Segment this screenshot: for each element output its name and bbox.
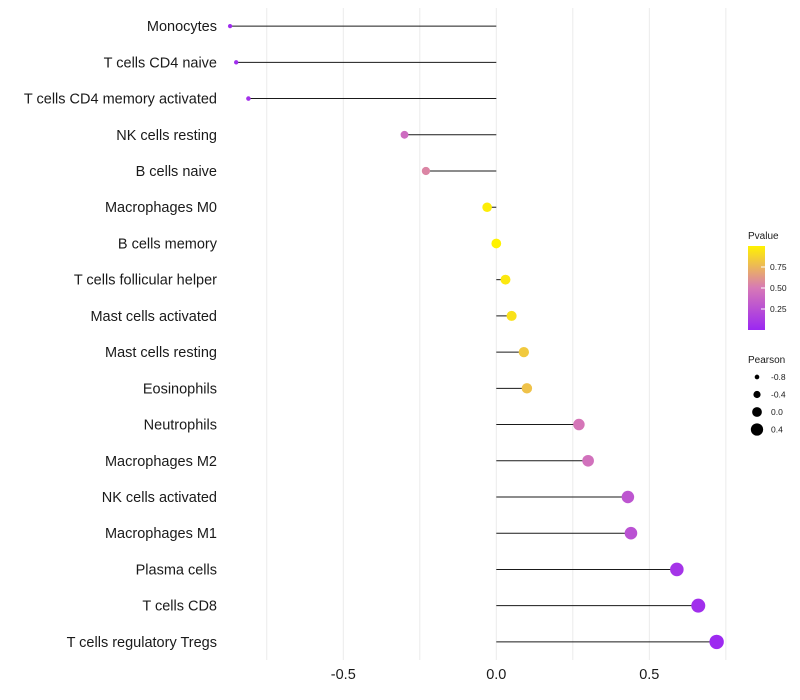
pearson-legend-dot	[753, 390, 761, 399]
lollipop-point	[518, 346, 530, 358]
category-label: Monocytes	[147, 19, 217, 35]
category-label: B cells memory	[118, 236, 218, 252]
lollipop-point	[227, 24, 233, 29]
lollipop-point	[691, 598, 706, 613]
lollipop-points	[227, 24, 724, 650]
category-label: NK cells resting	[116, 128, 217, 144]
pvalue-legend: Pvalue 0.75 0.50 0.25	[748, 231, 787, 330]
category-label: B cells naive	[136, 164, 217, 180]
category-label: Macrophages M1	[105, 526, 217, 542]
pvalue-legend-label: 0.25	[770, 304, 787, 314]
category-label: T cells CD4 memory activated	[24, 92, 217, 108]
lollipop-point	[709, 634, 724, 650]
pearson-legend-label: -0.8	[771, 372, 786, 382]
lollipop-point	[500, 274, 511, 285]
pearson-legend-dot	[750, 423, 764, 436]
pearson-legend-title: Pearson	[748, 355, 785, 366]
category-labels: Monocytes T cells CD4 naive T cells CD4 me…	[24, 19, 218, 651]
category-label: Neutrophils	[144, 418, 217, 434]
lollipop-point	[521, 383, 533, 394]
pearson-legend-dot	[752, 407, 762, 417]
lollipop-point	[621, 490, 635, 504]
pearson-legend-label: 0.0	[771, 407, 783, 417]
category-label: Eosinophils	[143, 381, 217, 397]
category-label: Mast cells activated	[90, 309, 217, 325]
category-label: T cells CD4 naive	[104, 55, 217, 71]
category-label: Macrophages M2	[105, 454, 217, 470]
pvalue-legend-title: Pvalue	[748, 231, 779, 242]
pearson-legend-label: -0.4	[771, 390, 786, 400]
lollipop-point	[491, 238, 502, 249]
category-label: T cells regulatory Tregs	[67, 635, 217, 651]
pvalue-legend-label: 0.75	[770, 262, 787, 272]
pearson-legend-label: 0.4	[771, 425, 783, 435]
lollipop-point	[582, 454, 594, 467]
lollipop-point	[506, 310, 517, 321]
lollipop-point	[624, 526, 638, 540]
x-tick-label: 0.5	[639, 667, 659, 683]
category-label: Mast cells resting	[105, 345, 217, 361]
lollipop-point	[573, 418, 585, 431]
lollipop-stems	[230, 25, 717, 643]
lollipop-point	[400, 130, 409, 139]
pvalue-colorbar	[748, 246, 765, 330]
category-label: T cells CD8	[142, 599, 217, 615]
pearson-legend: Pearson -0.8 -0.4 0.0 0.4	[748, 355, 786, 436]
pvalue-legend-label: 0.50	[770, 283, 787, 293]
lollipop-point	[246, 96, 251, 101]
lollipop-point	[482, 202, 492, 213]
category-label: Macrophages M0	[105, 200, 217, 216]
pearson-legend-dot	[754, 374, 760, 380]
grid-lines	[266, 8, 727, 660]
category-label: T cells follicular helper	[74, 273, 217, 289]
lollipop-point	[234, 60, 239, 65]
x-tick-label: 0.0	[486, 667, 506, 683]
x-tick-label: -0.5	[331, 667, 356, 683]
category-label: NK cells activated	[102, 490, 217, 506]
category-label: Plasma cells	[136, 562, 217, 578]
x-axis-tick-labels: -0.5 0.0 0.5	[331, 667, 660, 683]
lollipop-point	[421, 166, 431, 176]
lollipop-point	[670, 562, 684, 577]
